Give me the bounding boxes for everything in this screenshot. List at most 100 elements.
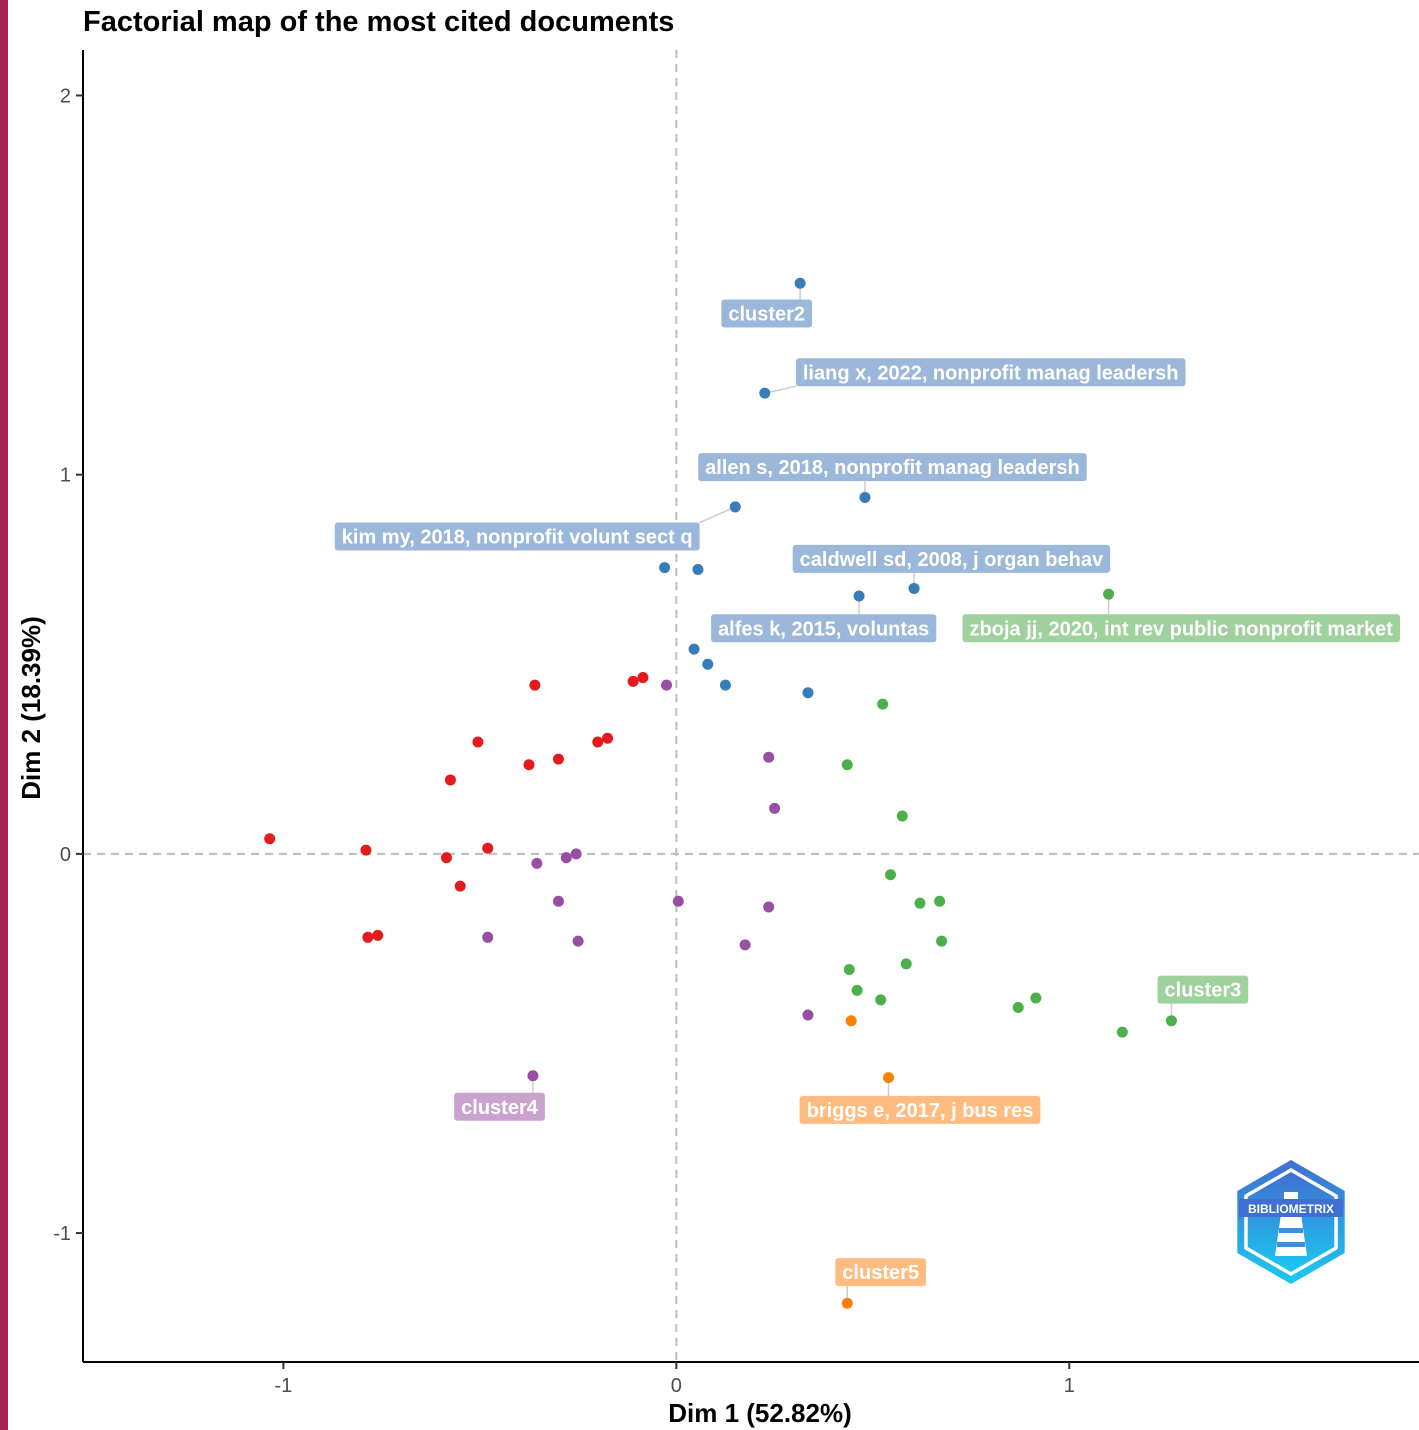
data-points <box>264 277 1177 1309</box>
cluster1-point <box>472 736 484 748</box>
cluster1-point <box>360 844 372 856</box>
cluster4-point <box>763 901 775 913</box>
cluster3-point <box>914 897 926 909</box>
cluster3-point <box>851 984 863 996</box>
cluster1-point <box>372 929 384 941</box>
x-axis-title: Dim 1 (52.82%) <box>668 1398 852 1428</box>
label-text: kim my, 2018, nonprofit volunt sect q <box>342 527 693 549</box>
label-box <box>835 1258 927 1287</box>
label-text: allen s, 2018, nonprofit manag leadersh <box>705 457 1080 479</box>
cluster4-point <box>527 1070 539 1082</box>
label-text: cluster5 <box>842 1262 919 1284</box>
cluster4-point <box>802 1009 814 1021</box>
cluster4-point <box>739 939 751 951</box>
y-tick-label: 2 <box>60 86 71 108</box>
logo-text: BIBLIOMETRIX <box>1248 1202 1334 1216</box>
logo-banner <box>1239 1199 1343 1217</box>
cluster3-point <box>884 869 896 881</box>
lighthouse-stripe <box>1277 1242 1305 1247</box>
cluster2-point <box>802 687 814 699</box>
y-axis-title: Dim 2 (18.39%) <box>16 616 46 800</box>
point-labels: cluster2 liang x, 2022, nonprofit manag l… <box>334 299 1400 1287</box>
label-connectors <box>532 283 1173 1304</box>
cluster5-point <box>883 1072 895 1084</box>
left-accent-bar <box>0 0 8 1430</box>
label-text: cluster2 <box>728 304 805 326</box>
cluster3-point <box>1116 1026 1128 1038</box>
cluster5-point <box>845 1015 857 1027</box>
cluster4-point <box>531 857 543 869</box>
label-caldwell-sd: caldwell sd, 2008, j organ behav <box>792 544 1111 573</box>
label-text: liang x, 2022, nonprofit manag leadersh <box>803 362 1179 384</box>
cluster4-point <box>661 679 673 691</box>
cluster1-point <box>362 931 374 943</box>
label-text: alfes k, 2015, voluntas <box>718 618 929 640</box>
label-kim-my: kim my, 2018, nonprofit volunt sect q <box>334 522 700 551</box>
label-alfes-k: alfes k, 2015, voluntas <box>711 614 937 643</box>
cluster1-point <box>454 880 466 892</box>
cluster1-point <box>264 833 276 845</box>
cluster2-point <box>729 501 741 513</box>
label-box <box>711 614 937 643</box>
label-box <box>1157 975 1249 1004</box>
label-cluster3: cluster3 <box>1157 975 1249 1004</box>
label-box <box>962 614 1400 643</box>
cluster1-point <box>602 732 614 744</box>
cluster3-point <box>843 964 855 976</box>
label-liang-x: liang x, 2022, nonprofit manag leadersh <box>795 358 1186 387</box>
label-zboja-jj: zboja jj, 2020, int rev public nonprofit… <box>962 614 1400 643</box>
cluster2-point <box>853 590 865 602</box>
y-tick-label: 0 <box>60 844 71 866</box>
cluster3-point <box>896 810 908 822</box>
cluster1-point <box>627 675 639 687</box>
label-text: briggs e, 2017, j bus res <box>807 1100 1034 1122</box>
label-box <box>795 358 1186 387</box>
axes: -1 0 1 -1 0 1 2 <box>53 50 1419 1397</box>
cluster2-point <box>688 643 700 655</box>
cluster3-point <box>1030 992 1042 1004</box>
cluster4-point <box>572 935 584 947</box>
label-text: cluster4 <box>461 1097 539 1119</box>
y-tick-label: 1 <box>60 465 71 487</box>
cluster1-point <box>529 679 541 691</box>
cluster1-point <box>552 753 564 765</box>
cluster1-point <box>444 774 456 786</box>
label-connector <box>699 506 736 524</box>
label-box <box>698 453 1087 482</box>
cluster3-point <box>900 958 912 970</box>
cluster2-point <box>692 563 704 575</box>
cluster2-point <box>702 658 714 670</box>
label-cluster2: cluster2 <box>721 299 813 328</box>
label-box <box>799 1095 1041 1124</box>
chart-title: Factorial map of the most cited document… <box>83 6 675 38</box>
label-text: zboja jj, 2020, int rev public nonprofit… <box>970 618 1394 640</box>
label-box <box>334 522 700 551</box>
label-cluster5: cluster5 <box>835 1258 927 1287</box>
label-box <box>721 299 813 328</box>
cluster1-point <box>523 759 535 771</box>
cluster4-point <box>482 931 494 943</box>
lighthouse-stripe <box>1279 1228 1303 1233</box>
label-box <box>454 1092 545 1121</box>
cluster2-point <box>659 562 671 574</box>
cluster1-point <box>440 852 452 864</box>
cluster3-point <box>934 895 946 907</box>
x-tick-label: 0 <box>671 1375 682 1397</box>
label-text: cluster3 <box>1165 980 1242 1002</box>
cluster3-point <box>1165 1015 1177 1027</box>
cluster4-point <box>769 802 781 814</box>
cluster1-point <box>592 736 604 748</box>
bibliometrix-logo: BIBLIOMETRIX <box>1237 1160 1345 1284</box>
cluster3-point <box>841 759 853 771</box>
cluster3-point <box>1103 588 1115 600</box>
cluster2-point <box>759 387 771 399</box>
cluster1-point <box>637 672 649 684</box>
cluster1-point <box>482 842 494 854</box>
label-cluster4: cluster4 <box>454 1092 545 1121</box>
label-allen-s: allen s, 2018, nonprofit manag leadersh <box>698 453 1087 482</box>
label-briggs-e: briggs e, 2017, j bus res <box>799 1095 1041 1124</box>
y-tick-label: -1 <box>53 1223 71 1245</box>
x-tick-label: -1 <box>275 1375 293 1397</box>
x-tick-label: 1 <box>1064 1375 1075 1397</box>
